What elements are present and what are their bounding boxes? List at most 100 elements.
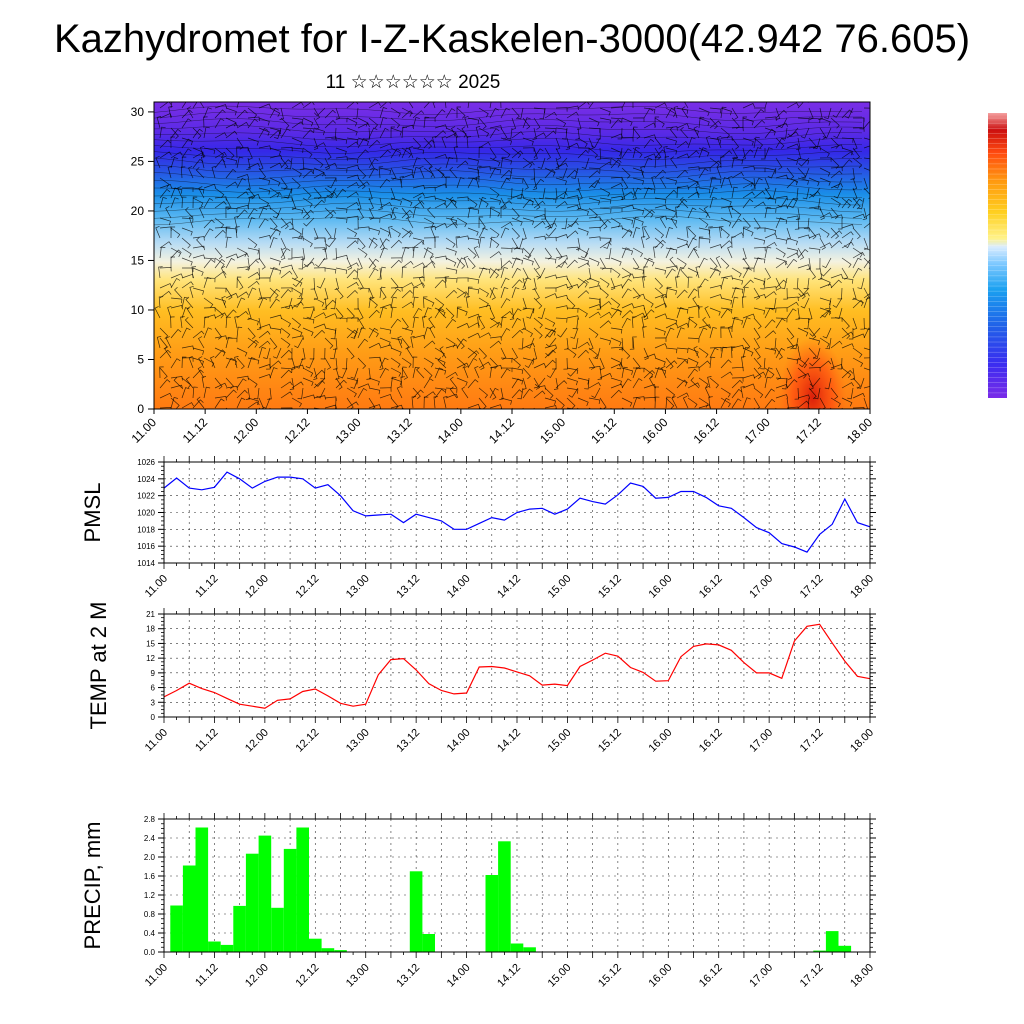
wind-barb [408, 102, 414, 109]
wind-barb [654, 357, 666, 366]
x-tick-label: 14.12 [495, 962, 523, 990]
wind-barb [331, 127, 337, 140]
wind-barb [709, 160, 722, 169]
wind-barb [429, 326, 436, 339]
wind-barb [863, 357, 870, 359]
wind-barb [434, 279, 446, 289]
wind-barb [800, 127, 810, 139]
wind-barb [203, 198, 214, 209]
wind-barb [401, 107, 413, 117]
wind-barb [192, 267, 204, 277]
wind-barb [621, 273, 635, 279]
wind-barb [509, 307, 515, 320]
wind-barb [533, 257, 540, 270]
wind-barb [764, 246, 772, 259]
wind-barb [335, 379, 347, 389]
wind-barb [731, 379, 743, 389]
wind-barb [185, 206, 194, 219]
wind-barb [511, 150, 524, 159]
wind-barb [181, 156, 187, 169]
wind-barb [511, 237, 519, 250]
wind-barb [742, 267, 755, 273]
wind-barb [196, 396, 205, 409]
wind-barb [357, 407, 359, 409]
wind-barb [280, 287, 293, 292]
wind-barb [797, 234, 810, 239]
wind-barb [775, 174, 788, 180]
wind-barb [236, 156, 244, 169]
x-tick-label: 11.12 [193, 962, 220, 989]
wind-barb [236, 375, 249, 381]
wind-barb [434, 357, 446, 367]
wind-barb [170, 128, 182, 139]
wind-barb [786, 406, 799, 409]
wind-barb [170, 136, 175, 149]
x-tick-label: 13.00 [344, 962, 372, 990]
wind-barb [368, 197, 374, 211]
wind-barb [709, 176, 717, 189]
wind-barb [269, 407, 271, 409]
wind-barb [808, 117, 821, 123]
precip-bar [271, 907, 284, 952]
wind-barb [262, 397, 271, 409]
wind-barb [456, 235, 469, 240]
wind-barb [577, 307, 588, 318]
precip-bar [485, 875, 499, 952]
wind-barb [863, 107, 870, 109]
wind-barb [669, 126, 678, 139]
wind-barb [170, 329, 182, 339]
wind-barb [610, 383, 624, 389]
wind-barb [830, 170, 843, 179]
wind-barb [588, 226, 601, 232]
wind-barb [830, 207, 839, 220]
wind-barb [478, 317, 486, 330]
wind-barb [822, 127, 832, 139]
x-tick-label: 16.00 [646, 727, 674, 755]
wind-barb [225, 337, 238, 343]
wind-barb [236, 276, 242, 289]
wind-barb [632, 367, 641, 379]
wind-barb [577, 341, 590, 349]
contour-line [154, 124, 863, 135]
wind-barb [863, 247, 870, 251]
wind-barb [236, 311, 249, 319]
wind-barb [192, 128, 203, 139]
wind-barb [698, 306, 703, 319]
wind-barb [181, 356, 187, 369]
wind-barb [368, 227, 381, 235]
wind-barb [489, 107, 499, 119]
wind-barb [170, 197, 179, 209]
wind-barb [475, 175, 480, 189]
wind-barb [192, 347, 205, 355]
wind-barb [775, 347, 786, 359]
wind-barb [174, 286, 183, 299]
wind-barb [423, 186, 436, 192]
wind-barb [293, 297, 304, 308]
y-tick-label: 15 [131, 253, 145, 267]
wind-barb [269, 217, 278, 230]
wind-barb [357, 247, 368, 258]
wind-barb [642, 276, 647, 289]
x-tick-label: 16.12 [697, 727, 725, 755]
y-axis-label: TEMP at 2 M [86, 602, 111, 730]
wind-barb [863, 167, 870, 171]
wind-barb [521, 277, 527, 291]
wind-barb [841, 327, 851, 339]
wind-barb [203, 258, 215, 269]
wind-barb [489, 366, 496, 379]
wind-barb [786, 252, 799, 259]
wind-barb [357, 167, 367, 179]
wind-barb [643, 107, 656, 114]
wind-barb [225, 257, 235, 269]
wind-barb [390, 187, 396, 201]
wind-barb [522, 407, 524, 409]
wind-barb [676, 141, 689, 149]
wind-barb [764, 127, 776, 136]
wind-barb [786, 367, 793, 380]
wind-barb [181, 357, 194, 362]
wind-barb [610, 147, 622, 157]
wind-barb [453, 145, 459, 159]
wind-barb [455, 236, 461, 249]
wind-barb [808, 367, 821, 372]
wind-barb [357, 327, 366, 339]
